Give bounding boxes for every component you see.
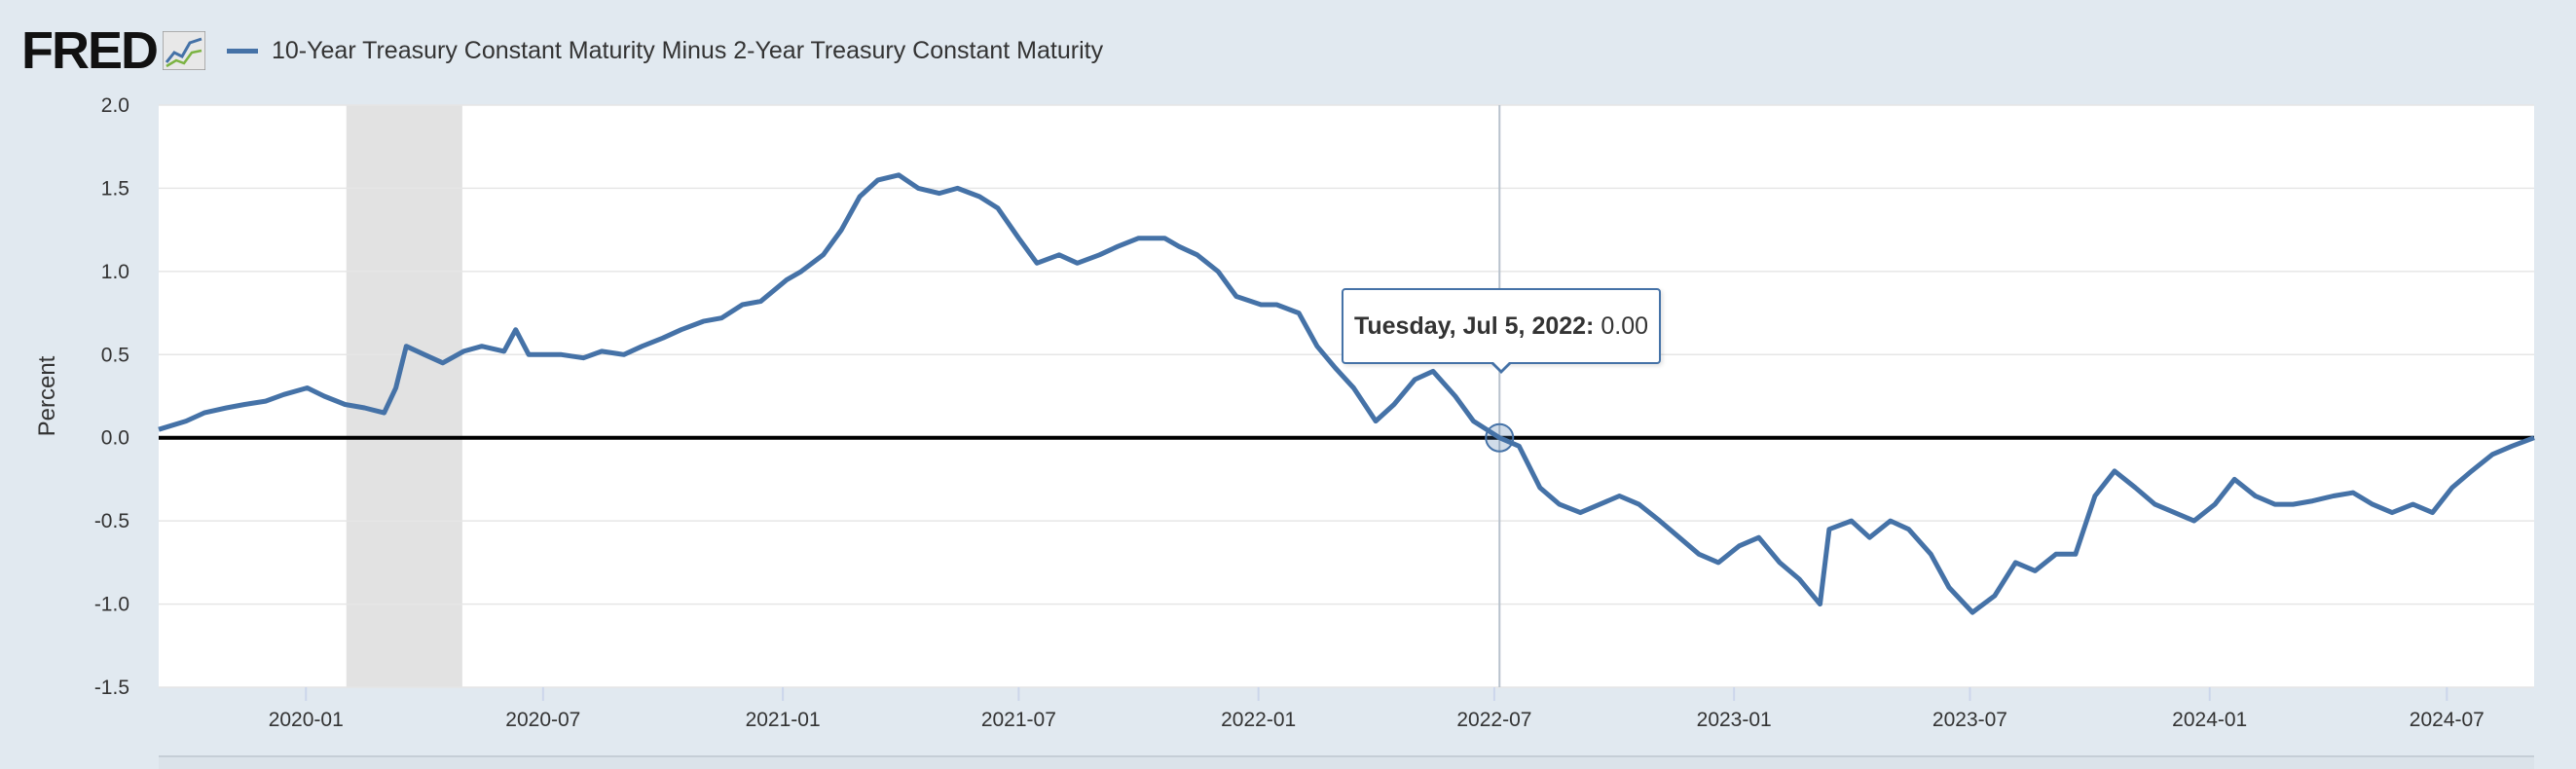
plot-area <box>159 105 2534 687</box>
y-axis-ticks: -1.5 -1.0 -0.5 0.0 0.5 1.0 1.5 2.0 <box>94 94 129 699</box>
y-tick-label: -0.5 <box>94 510 129 532</box>
y-tick-label: 1.5 <box>101 177 129 200</box>
x-tick-label: 2022-07 <box>1456 709 1531 731</box>
x-tick-label: 2024-07 <box>2410 709 2484 731</box>
fred-logo[interactable]: FRED <box>21 21 159 80</box>
chart-header: FRED 10-Year Treasury Constant Maturity … <box>21 21 1103 80</box>
x-tick-label: 2020-07 <box>505 709 580 731</box>
y-axis-label: Percent <box>34 355 60 436</box>
chart-line-icon <box>162 29 206 75</box>
legend-swatch <box>227 48 258 54</box>
range-navigator[interactable] <box>159 755 2534 769</box>
x-tick-label: 2021-01 <box>746 709 821 731</box>
tooltip-value: 0.00 <box>1601 311 1649 340</box>
series-line[interactable] <box>158 172 2535 615</box>
x-tick-label: 2022-01 <box>1221 709 1296 731</box>
legend-item[interactable]: 10-Year Treasury Constant Maturity Minus… <box>227 37 1103 65</box>
highlighted-data-point[interactable] <box>1485 422 1515 453</box>
data-tooltip: Tuesday, Jul 5, 2022: 0.00 <box>1342 288 1661 364</box>
y-tick-label: 2.0 <box>101 94 129 117</box>
x-tick-label: 2024-01 <box>2172 709 2247 731</box>
y-tick-label: 1.0 <box>101 261 129 283</box>
x-tick-label: 2023-01 <box>1697 709 1772 731</box>
recession-shading-layer <box>346 105 462 687</box>
recession-band <box>346 105 462 687</box>
y-tick-label: 0.5 <box>101 344 129 366</box>
x-tick-label: 2020-01 <box>269 709 344 731</box>
x-axis-ticks: 2020-01 2020-07 2021-01 2021-07 2022-01 2022-… <box>269 687 2484 731</box>
y-tick-label: -1.5 <box>94 677 129 699</box>
legend-label: 10-Year Treasury Constant Maturity Minus… <box>272 36 1104 64</box>
y-tick-label: -1.0 <box>94 594 129 616</box>
x-tick-label: 2021-07 <box>981 709 1056 731</box>
tooltip-pointer-inner <box>1492 361 1510 370</box>
tooltip-date: Tuesday, Jul 5, 2022: <box>1353 311 1595 340</box>
x-tick-label: 2023-07 <box>1932 709 2007 731</box>
y-tick-label: 0.0 <box>101 427 129 450</box>
